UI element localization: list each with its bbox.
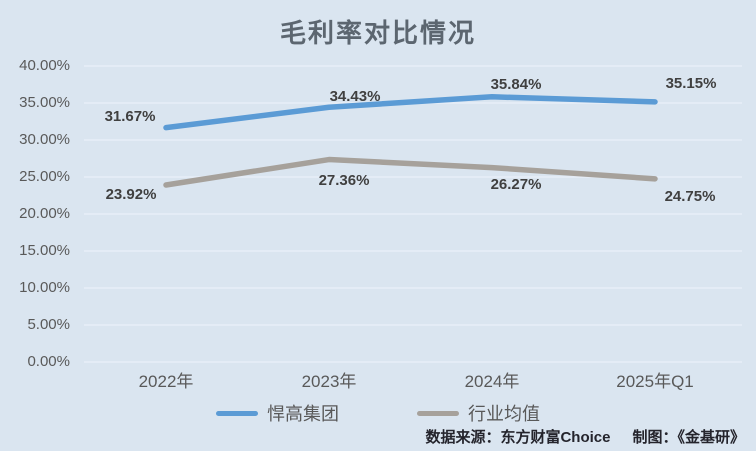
series-line-industry-average [163, 156, 658, 188]
data-label: 27.36% [318, 172, 370, 189]
x-axis-tick-label: 2024年 [464, 372, 520, 391]
y-axis-tick-label: 0.00% [27, 353, 70, 370]
data-label: 35.84% [490, 76, 542, 93]
data-label: 34.43% [329, 88, 381, 105]
legend-line-swatch-industry-average [417, 410, 459, 416]
legend-line-swatch-hangao [216, 410, 258, 416]
legend: 悍高集团 行业均值 [0, 400, 756, 426]
y-axis-tick-label: 40.00% [19, 57, 70, 74]
y-axis-tick-label: 10.00% [19, 279, 70, 296]
legend-item-hangao: 悍高集团 [216, 400, 339, 426]
data-label: 31.67% [104, 108, 156, 125]
credit-note: 制图：《金基研》 [632, 429, 745, 446]
x-axis-tick-label: 2025年Q1 [616, 372, 694, 391]
series-line-hangao [163, 94, 658, 131]
gridlines [84, 65, 742, 363]
data-label: 35.15% [665, 75, 717, 92]
legend-label: 行业均值 [468, 404, 540, 424]
legend-item-industry-average: 行业均值 [417, 400, 540, 426]
x-axis-tick-label: 2023年 [301, 372, 357, 391]
x-axis-tick-label: 2022年 [138, 372, 194, 391]
data-label: 24.75% [664, 188, 716, 205]
data-label: 26.27% [490, 176, 542, 193]
y-axis-tick-label: 15.00% [19, 242, 70, 259]
legend-label: 悍高集团 [267, 404, 339, 424]
chart-title: 毛利率对比情况 [279, 18, 476, 48]
y-axis-tick-label: 35.00% [19, 94, 70, 111]
y-axis-tick-label: 20.00% [19, 205, 70, 222]
data-source-note: 数据来源：东方财富Choice [425, 429, 611, 446]
y-axis-tick-label: 25.00% [19, 168, 70, 185]
footer-notes: 数据来源：东方财富Choice 制图：《金基研》 [425, 426, 745, 447]
data-label: 23.92% [105, 186, 157, 203]
y-axis-tick-label: 5.00% [27, 316, 70, 333]
y-axis-tick-label: 30.00% [19, 131, 70, 148]
